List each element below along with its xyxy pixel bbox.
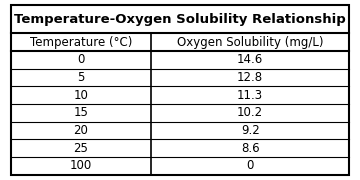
Text: Temperature-Oxygen Solubility Relationship: Temperature-Oxygen Solubility Relationsh… xyxy=(14,13,346,26)
Text: Temperature (°C): Temperature (°C) xyxy=(30,36,132,49)
Text: 11.3: 11.3 xyxy=(237,89,263,102)
Text: 25: 25 xyxy=(73,142,89,155)
Text: 100: 100 xyxy=(70,159,92,172)
Text: 10.2: 10.2 xyxy=(237,106,263,119)
Text: 5: 5 xyxy=(77,71,85,84)
Text: 10: 10 xyxy=(73,89,89,102)
Text: 9.2: 9.2 xyxy=(241,124,260,137)
Text: 15: 15 xyxy=(73,106,89,119)
Text: 14.6: 14.6 xyxy=(237,53,264,66)
Text: 20: 20 xyxy=(73,124,89,137)
Text: 0: 0 xyxy=(247,159,254,172)
Text: 12.8: 12.8 xyxy=(237,71,263,84)
Text: Oxygen Solubility (mg/L): Oxygen Solubility (mg/L) xyxy=(177,36,324,49)
Text: 0: 0 xyxy=(77,53,85,66)
Text: 8.6: 8.6 xyxy=(241,142,260,155)
